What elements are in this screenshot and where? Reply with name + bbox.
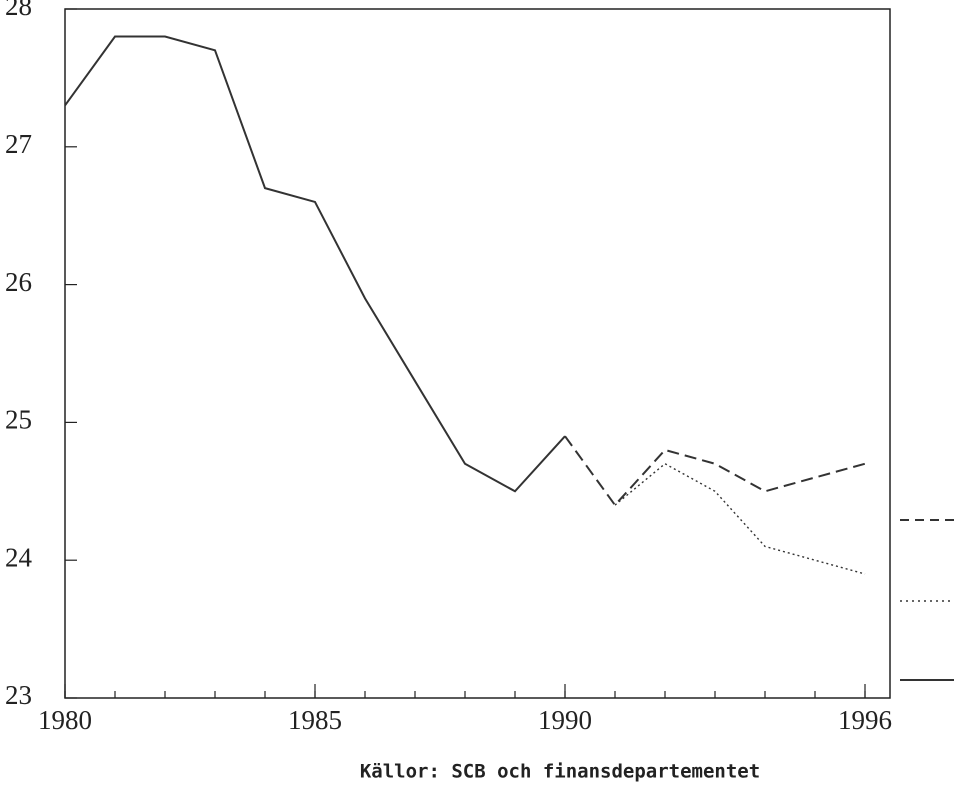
x-tick-label: 1985: [288, 705, 342, 735]
series-line: [614, 462, 866, 575]
x-tick-label: 1990: [538, 705, 592, 735]
x-tick-label: 1996: [838, 705, 892, 735]
y-tick-label: 28: [5, 0, 32, 21]
x-tick-label: 1980: [38, 705, 92, 735]
y-tick-label: 26: [5, 267, 32, 297]
plot-frame: [64, 8, 891, 699]
series-line: [64, 35, 566, 493]
source-note: Källor: SCB och finansdepartementet: [360, 761, 760, 783]
y-tick-label: 23: [5, 680, 32, 710]
series-line: [564, 435, 866, 507]
y-tick-label: 25: [5, 405, 32, 435]
y-tick-label: 27: [5, 129, 32, 159]
y-tick-label: 24: [5, 542, 33, 572]
